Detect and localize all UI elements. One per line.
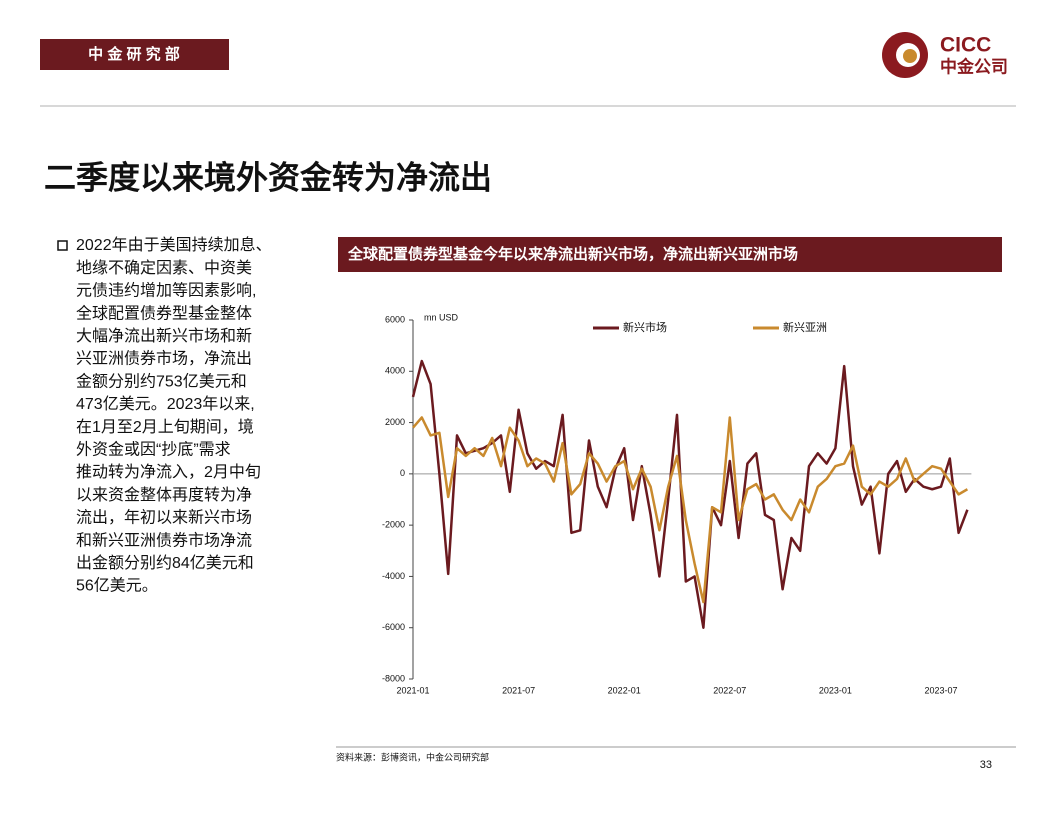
- bullet-line: 2022年由于美国持续加息、: [76, 236, 272, 254]
- header-box: [40, 39, 229, 70]
- chart-title-box: [338, 237, 1002, 272]
- bullet-line: 外资金或因“抄底”需求: [76, 441, 231, 459]
- bullet-line: 金额分别约753亿美元和: [76, 372, 247, 390]
- logo-mark-dot: [903, 49, 917, 63]
- y-tick-label: -8000: [382, 673, 405, 683]
- chart-title: 全球配置债券型基金今年以来净流出新兴市场，净流出新兴亚洲市场: [347, 245, 798, 263]
- y-tick-label: 0: [400, 468, 405, 478]
- legend-label: 新兴亚洲: [783, 320, 827, 334]
- page-number: 33: [980, 759, 992, 771]
- x-tick-label: 2023-01: [819, 685, 852, 695]
- bullet-line: 兴亚洲债券市场，净流出: [76, 350, 252, 368]
- bullet-line: 出金额分别约84亿美元和: [76, 554, 254, 572]
- bullet-line: 以来资金整体再度转为净: [76, 486, 252, 504]
- bullet-line: 大幅净流出新兴市场和新: [76, 327, 252, 345]
- bullet-line: 在1月至2月上旬期间，境: [76, 417, 254, 436]
- slide-title: 二季度以来境外资金转为净流出: [44, 159, 492, 195]
- logo-en: CICC: [940, 34, 991, 57]
- bullet-line: 推动转为净流入，2月中旬: [76, 463, 261, 481]
- logo-cn: 中金公司: [940, 56, 1008, 76]
- bullet-line: 473亿美元。2023年以来,: [76, 395, 255, 413]
- x-tick-label: 2022-01: [608, 685, 641, 695]
- x-tick-label: 2021-01: [396, 685, 429, 695]
- y-tick-label: -6000: [382, 622, 405, 632]
- bullet-marker: [57, 240, 68, 251]
- bullet-line: 和新兴亚洲债券市场净流: [76, 531, 252, 549]
- department: 中 金 研 究 部: [88, 45, 180, 63]
- x-tick-label: 2023-07: [924, 685, 957, 695]
- y-tick-label: -2000: [382, 520, 405, 530]
- x-tick-label: 2022-07: [713, 685, 746, 695]
- y-tick-label: -4000: [382, 571, 405, 581]
- bullet-line: 地缘不确定因素、中资美: [76, 259, 252, 277]
- bullet-line: 全球配置债券型基金整体: [76, 304, 252, 322]
- legend-label: 新兴市场: [623, 320, 667, 334]
- x-tick-label: 2021-07: [502, 685, 535, 695]
- y-tick-label: 4000: [385, 366, 405, 376]
- bullet-line: 56亿美元。: [76, 577, 158, 595]
- series-line: [412, 416, 969, 604]
- bullet-line: 流出，年初以来新兴市场: [76, 509, 252, 527]
- y-tick-label: 6000: [385, 314, 405, 324]
- bullet-line: 元债违约增加等因素影响,: [76, 282, 256, 300]
- y-tick-label: 2000: [385, 417, 405, 427]
- y-axis-label: mn USD: [424, 312, 459, 322]
- source: 资料来源：彭博资讯，中金公司研究部: [336, 751, 489, 762]
- series-line: [411, 359, 969, 629]
